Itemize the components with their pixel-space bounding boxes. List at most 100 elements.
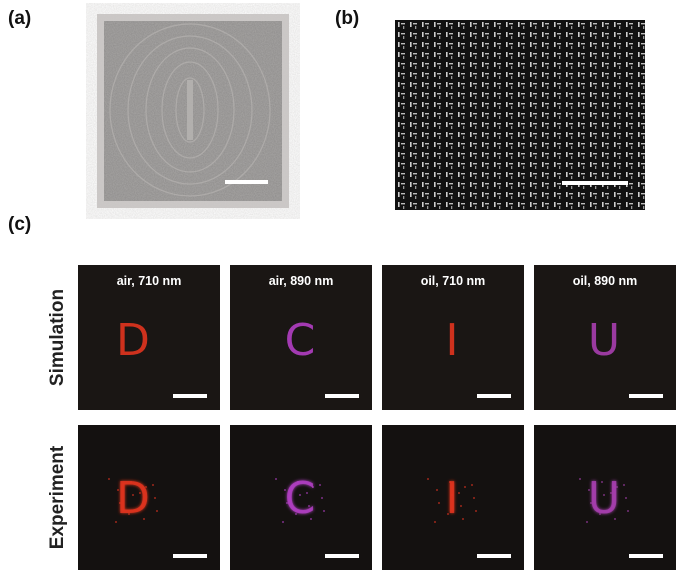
speckle bbox=[612, 505, 614, 507]
speckle bbox=[464, 486, 466, 488]
speckle bbox=[599, 513, 601, 515]
experiment-panel: DD bbox=[78, 425, 220, 570]
scale-bar bbox=[629, 554, 663, 558]
speckle bbox=[601, 481, 603, 483]
scale-bar bbox=[629, 394, 663, 398]
speckle bbox=[590, 502, 592, 504]
hologram-letter: I bbox=[446, 473, 459, 524]
speckle bbox=[319, 484, 321, 486]
panel-background bbox=[230, 425, 372, 570]
speckle bbox=[625, 497, 627, 499]
sem-image-b bbox=[395, 20, 645, 210]
speckle bbox=[434, 521, 436, 523]
hologram-letter: U bbox=[588, 315, 620, 366]
simulation-panel: oil, 890 nm U bbox=[534, 265, 676, 410]
panel-background bbox=[382, 425, 524, 570]
speckle bbox=[623, 484, 625, 486]
speckle bbox=[475, 510, 477, 512]
speckle bbox=[438, 502, 440, 504]
hologram-letter: C bbox=[285, 473, 316, 524]
speckle bbox=[154, 497, 156, 499]
hologram-letter-glow: U bbox=[588, 473, 620, 524]
simulation-panel: air, 890 nm C bbox=[230, 265, 372, 410]
hologram-letter: D bbox=[116, 315, 150, 366]
speckle bbox=[610, 492, 612, 494]
speckle bbox=[616, 486, 618, 488]
speckle bbox=[286, 502, 288, 504]
panel-background bbox=[382, 265, 524, 410]
speckle bbox=[143, 518, 145, 520]
scale-bar bbox=[173, 394, 207, 398]
scale-bar bbox=[325, 394, 359, 398]
experiment-panel: UU bbox=[534, 425, 676, 570]
hologram-letter-glow: I bbox=[446, 473, 459, 524]
speckle bbox=[473, 497, 475, 499]
speckle bbox=[284, 489, 286, 491]
speckle bbox=[128, 513, 130, 515]
speckle bbox=[299, 494, 301, 496]
column-title: oil, 890 nm bbox=[573, 274, 638, 288]
speckle bbox=[321, 497, 323, 499]
scale-bar bbox=[477, 394, 511, 398]
speckle bbox=[275, 478, 277, 480]
experiment-panel: CC bbox=[230, 425, 372, 570]
speckle bbox=[297, 481, 299, 483]
speckle bbox=[117, 489, 119, 491]
speckle bbox=[141, 505, 143, 507]
simulation-panel: oil, 710 nm I bbox=[382, 265, 524, 410]
hologram-letter-glow: C bbox=[285, 473, 316, 524]
speckle bbox=[145, 486, 147, 488]
panel-label: (c) bbox=[8, 214, 31, 235]
row-label: Experiment bbox=[47, 445, 68, 549]
speckle bbox=[308, 505, 310, 507]
speckle bbox=[436, 489, 438, 491]
speckle bbox=[282, 521, 284, 523]
speckle bbox=[588, 489, 590, 491]
panel-background bbox=[230, 265, 372, 410]
panel-label: (b) bbox=[335, 8, 359, 29]
hologram-letter: C bbox=[285, 315, 316, 366]
hologram-letter: D bbox=[116, 473, 150, 524]
speckle bbox=[460, 505, 462, 507]
speckle bbox=[447, 513, 449, 515]
column-title: air, 890 nm bbox=[269, 274, 334, 288]
simulation-panel: air, 710 nm D bbox=[78, 265, 220, 410]
sem-image-a bbox=[97, 14, 289, 208]
speckle bbox=[462, 518, 464, 520]
speckle bbox=[119, 502, 121, 504]
speckle bbox=[132, 494, 134, 496]
scale-bar bbox=[325, 554, 359, 558]
row-label: Simulation bbox=[47, 289, 68, 386]
speckle bbox=[427, 478, 429, 480]
scale-bar bbox=[173, 554, 207, 558]
speckle bbox=[312, 486, 314, 488]
speckle bbox=[310, 518, 312, 520]
speckle bbox=[139, 492, 141, 494]
speckle bbox=[295, 513, 297, 515]
panel-background bbox=[78, 425, 220, 570]
speckle bbox=[323, 510, 325, 512]
hologram-letter-glow: D bbox=[116, 473, 150, 524]
speckle bbox=[627, 510, 629, 512]
speckle bbox=[306, 492, 308, 494]
speckle bbox=[603, 494, 605, 496]
hologram-letter: I bbox=[446, 315, 459, 366]
speckle bbox=[130, 481, 132, 483]
speckle bbox=[458, 492, 460, 494]
speckle bbox=[115, 521, 117, 523]
experiment-panel: II bbox=[382, 425, 524, 570]
scale-bar bbox=[477, 554, 511, 558]
speckle bbox=[471, 484, 473, 486]
panel-background bbox=[534, 265, 676, 410]
column-title: oil, 710 nm bbox=[421, 274, 486, 288]
speckle bbox=[449, 481, 451, 483]
speckle bbox=[152, 484, 154, 486]
speckle bbox=[451, 494, 453, 496]
panel-label: (a) bbox=[8, 8, 31, 29]
panel-background bbox=[534, 425, 676, 570]
speckle bbox=[586, 521, 588, 523]
speckle bbox=[614, 518, 616, 520]
speckle bbox=[579, 478, 581, 480]
